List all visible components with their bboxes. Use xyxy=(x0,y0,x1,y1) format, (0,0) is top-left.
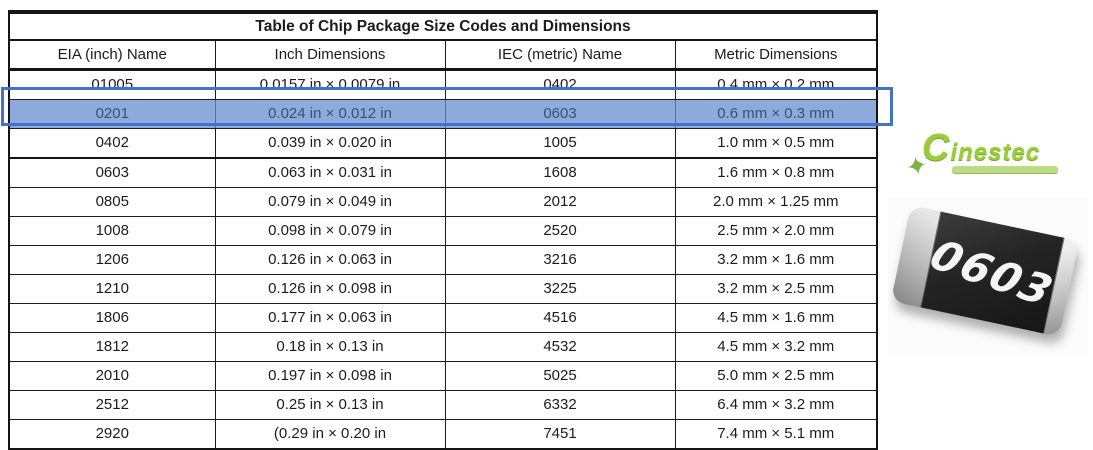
metric-dims-cell: 4.5 mm × 1.6 mm xyxy=(674,303,878,333)
iec-name-cell: 4516 xyxy=(444,303,676,333)
metric-dims-cell: 6.4 mm × 3.2 mm xyxy=(674,390,878,420)
table-row: 1008 0.098 in × 0.079 in 2520 2.5 mm × 2… xyxy=(8,216,878,246)
inch-dims-cell: 0.079 in × 0.049 in xyxy=(214,187,446,217)
table-row: 0201 0.024 in × 0.012 in 0603 0.6 mm × 0… xyxy=(8,99,878,129)
inch-dims-cell: 0.039 in × 0.020 in xyxy=(214,128,446,159)
eia-name-cell: 01005 xyxy=(8,69,216,100)
cinestec-logo: ✦ Cinestec xyxy=(903,127,1073,185)
inch-dims-cell: 0.126 in × 0.098 in xyxy=(214,274,446,304)
table-row: 1812 0.18 in × 0.13 in 4532 4.5 mm × 3.2… xyxy=(8,332,878,362)
iec-name-cell: 4532 xyxy=(444,332,676,362)
eia-name-cell: 0201 xyxy=(8,99,216,129)
metric-dims-cell: 1.0 mm × 0.5 mm xyxy=(674,128,878,159)
logo-text: Cinestec xyxy=(922,127,1041,169)
inch-dims-cell: 0.126 in × 0.063 in xyxy=(214,245,446,275)
table-row: 2010 0.197 in × 0.098 in 5025 5.0 mm × 2… xyxy=(8,361,878,391)
chip-marking: 0603 xyxy=(922,229,1062,316)
inch-dims-cell: 0.063 in × 0.031 in xyxy=(214,157,446,188)
iec-name-cell: 5025 xyxy=(444,361,676,391)
metric-dims-cell: 7.4 mm × 5.1 mm xyxy=(674,419,878,450)
table-row: 0603 0.063 in × 0.031 in 1608 1.6 mm × 0… xyxy=(8,157,878,188)
inch-dims-cell: (0.29 in × 0.20 in xyxy=(214,419,446,450)
metric-dims-cell: 1.6 mm × 0.8 mm xyxy=(674,157,878,188)
metric-dims-cell: 2.0 mm × 1.25 mm xyxy=(674,187,878,217)
inch-dims-cell: 0.024 in × 0.012 in xyxy=(214,99,446,129)
chip-package-size-table: Table of Chip Package Size Codes and Dim… xyxy=(8,10,878,450)
table-row: 1806 0.177 in × 0.063 in 4516 4.5 mm × 1… xyxy=(8,303,878,333)
inch-dims-cell: 0.25 in × 0.13 in xyxy=(214,390,446,420)
iec-name-cell: 3225 xyxy=(444,274,676,304)
column-header-iec-name: IEC (metric) Name xyxy=(444,39,676,71)
table-header-row: EIA (inch) Name Inch Dimensions IEC (met… xyxy=(8,39,878,71)
logo-tagline-bar xyxy=(952,166,1058,173)
iec-name-cell: 0402 xyxy=(444,69,676,100)
inch-dims-cell: 0.0157 in × 0.0079 in xyxy=(214,69,446,100)
eia-name-cell: 0805 xyxy=(8,187,216,217)
table-row: 01005 0.0157 in × 0.0079 in 0402 0.4 mm … xyxy=(8,69,878,100)
inch-dims-cell: 0.177 in × 0.063 in xyxy=(214,303,446,333)
inch-dims-cell: 0.197 in × 0.098 in xyxy=(214,361,446,391)
column-header-eia-name: EIA (inch) Name xyxy=(8,39,216,71)
eia-name-cell: 1206 xyxy=(8,245,216,275)
metric-dims-cell: 3.2 mm × 1.6 mm xyxy=(674,245,878,275)
table-row: 0805 0.079 in × 0.049 in 2012 2.0 mm × 1… xyxy=(8,187,878,217)
table-row: 2920 (0.29 in × 0.20 in 7451 7.4 mm × 5.… xyxy=(8,419,878,450)
iec-name-cell: 1608 xyxy=(444,157,676,188)
iec-name-cell: 2520 xyxy=(444,216,676,246)
table-row: 2512 0.25 in × 0.13 in 6332 6.4 mm × 3.2… xyxy=(8,390,878,420)
iec-name-cell: 0603 xyxy=(444,99,676,129)
table-body: 01005 0.0157 in × 0.0079 in 0402 0.4 mm … xyxy=(8,69,878,450)
metric-dims-cell: 5.0 mm × 2.5 mm xyxy=(674,361,878,391)
iec-name-cell: 6332 xyxy=(444,390,676,420)
iec-name-cell: 2012 xyxy=(444,187,676,217)
metric-dims-cell: 2.5 mm × 2.0 mm xyxy=(674,216,878,246)
inch-dims-cell: 0.18 in × 0.13 in xyxy=(214,332,446,362)
eia-name-cell: 0603 xyxy=(8,157,216,188)
eia-name-cell: 1806 xyxy=(8,303,216,333)
metric-dims-cell: 4.5 mm × 3.2 mm xyxy=(674,332,878,362)
table-title: Table of Chip Package Size Codes and Dim… xyxy=(8,11,878,41)
inch-dims-cell: 0.098 in × 0.079 in xyxy=(214,216,446,246)
eia-name-cell: 2512 xyxy=(8,390,216,420)
page: Table of Chip Package Size Codes and Dim… xyxy=(1,10,1080,450)
eia-name-cell: 2920 xyxy=(8,419,216,450)
table-row: 1206 0.126 in × 0.063 in 3216 3.2 mm × 1… xyxy=(8,245,878,275)
eia-name-cell: 1008 xyxy=(8,216,216,246)
eia-name-cell: 2010 xyxy=(8,361,216,391)
iec-name-cell: 3216 xyxy=(444,245,676,275)
table-title-row: Table of Chip Package Size Codes and Dim… xyxy=(8,11,878,41)
eia-name-cell: 1812 xyxy=(8,332,216,362)
metric-dims-cell: 0.6 mm × 0.3 mm xyxy=(674,99,878,129)
table-row: 1210 0.126 in × 0.098 in 3225 3.2 mm × 2… xyxy=(8,274,878,304)
metric-dims-cell: 0.4 mm × 0.2 mm xyxy=(674,69,878,100)
eia-name-cell: 1210 xyxy=(8,274,216,304)
metric-dims-cell: 3.2 mm × 2.5 mm xyxy=(674,274,878,304)
iec-name-cell: 1005 xyxy=(444,128,676,159)
table-row: 0402 0.039 in × 0.020 in 1005 1.0 mm × 0… xyxy=(8,128,878,159)
eia-name-cell: 0402 xyxy=(8,128,216,159)
column-header-inch-dims: Inch Dimensions xyxy=(214,39,446,71)
column-header-metric-dims: Metric Dimensions xyxy=(674,39,878,71)
iec-name-cell: 7451 xyxy=(444,419,676,450)
